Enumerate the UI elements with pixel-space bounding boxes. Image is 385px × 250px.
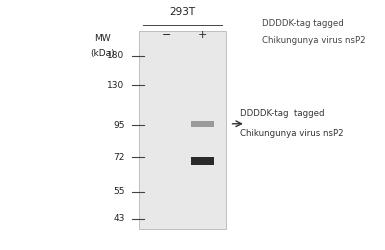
Text: Chikungunya virus nsP2: Chikungunya virus nsP2	[262, 36, 366, 45]
Text: DDDDK-tag tagged: DDDDK-tag tagged	[262, 19, 344, 28]
Text: 95: 95	[113, 120, 124, 130]
Text: MW: MW	[94, 34, 111, 43]
Text: (kDa): (kDa)	[90, 49, 115, 58]
Text: 130: 130	[107, 81, 124, 90]
Text: 55: 55	[113, 187, 124, 196]
Text: DDDDK-tag  tagged: DDDDK-tag tagged	[240, 110, 325, 118]
Text: 293T: 293T	[169, 8, 196, 18]
Bar	[191, 121, 214, 127]
Bar	[191, 156, 214, 165]
FancyBboxPatch shape	[139, 31, 226, 229]
Text: 72: 72	[113, 153, 124, 162]
Text: 43: 43	[113, 214, 124, 224]
Text: Chikungunya virus nsP2: Chikungunya virus nsP2	[240, 129, 344, 138]
Text: 180: 180	[107, 51, 124, 60]
Text: +: +	[198, 30, 207, 40]
Text: −: −	[161, 30, 171, 40]
